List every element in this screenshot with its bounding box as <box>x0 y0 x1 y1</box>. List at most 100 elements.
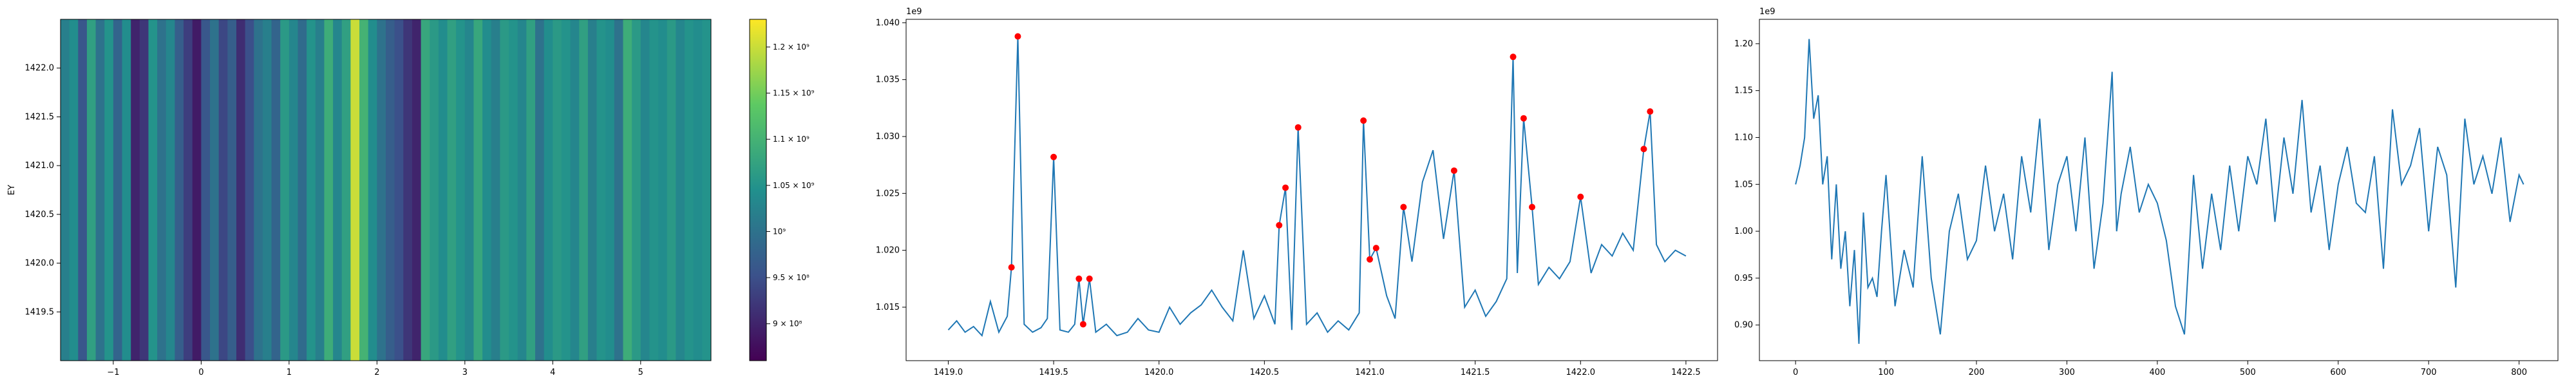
series-y-ticks: 0.90 0.95 1.00 1.05 1.10 1.15 1.20 <box>1734 39 1759 330</box>
series-x-tick-label: 100 <box>1878 368 1894 377</box>
heatmap-y-tick-label: 1421.0 <box>25 161 55 171</box>
colorbar-frame <box>749 19 767 361</box>
heatmap-column <box>350 19 360 361</box>
series-x-tick-label: 600 <box>2330 368 2346 377</box>
heatmap-column <box>632 19 641 361</box>
peaks-x-tick-label: 1422.5 <box>1671 368 1701 377</box>
heatmap-column <box>526 19 536 361</box>
peak-marker <box>1014 33 1021 40</box>
heatmap-y-ticks: 1419.5 1420.0 1420.5 1421.0 1421.5 1422.0 <box>25 64 61 317</box>
peak-marker <box>1008 264 1015 271</box>
colorbar-tick-label: 1.15 × 10⁹ <box>773 89 815 98</box>
heatmap-column <box>605 19 615 361</box>
series-x-tick-label: 800 <box>2511 368 2527 377</box>
heatmap-column <box>535 19 545 361</box>
heatmap-column <box>113 19 123 361</box>
peaks-y-tick-label: 1.035 <box>876 75 900 85</box>
peaks-y-tick-label: 1.040 <box>876 18 900 28</box>
heatmap-column <box>377 19 386 361</box>
heatmap-column <box>587 19 598 361</box>
heatmap-panel: −1 0 1 2 3 4 5 1419.51420.01420.51421.01421.51… <box>7 19 712 377</box>
colorbar-ticks: 9 × 10⁸ 9.5 × 10⁸ 10⁹ 1.05 × 10⁹ 1.1 × 10⁹ 1.… <box>766 43 815 328</box>
heatmap-column <box>218 19 228 361</box>
heatmap-column <box>368 19 377 361</box>
heatmap-column <box>473 19 483 361</box>
heatmap-cells <box>61 19 711 361</box>
heatmap-y-axis-label: EY <box>7 185 17 195</box>
heatmap-column <box>69 19 79 361</box>
peaks-y-tick-label: 1.025 <box>876 189 900 198</box>
peak-marker <box>1450 167 1457 174</box>
colorbar-tick-label: 1.2 × 10⁹ <box>773 43 810 52</box>
heatmap-column <box>262 19 272 361</box>
heatmap-column <box>192 19 202 361</box>
heatmap-column <box>184 19 193 361</box>
series-y-tick-label: 1.05 <box>1734 180 1753 189</box>
heatmap-column <box>333 19 343 361</box>
peak-marker <box>1360 117 1367 124</box>
heatmap-column <box>517 19 527 361</box>
peak-marker <box>1086 275 1093 282</box>
heatmap-column <box>614 19 624 361</box>
heatmap-column <box>359 19 369 361</box>
index-series-line <box>1795 39 2524 344</box>
colorbar-tick-label: 1.1 × 10⁹ <box>773 135 810 144</box>
heatmap-column <box>561 19 571 361</box>
colorbar: 9 × 10⁸ 9.5 × 10⁸ 10⁹ 1.05 × 10⁹ 1.1 × 10⁹ 1.… <box>749 19 815 361</box>
heatmap-column <box>693 19 703 361</box>
heatmap-column <box>412 19 422 361</box>
heatmap-column <box>157 19 167 361</box>
peaks-x-tick-label: 1421.5 <box>1461 368 1490 377</box>
peak-markers <box>1008 33 1654 328</box>
heatmap-column <box>386 19 395 361</box>
heatmap-column <box>86 19 97 361</box>
peaks-offset-label: 1e9 <box>906 7 922 17</box>
heatmap-column <box>544 19 553 361</box>
heatmap-column <box>430 19 439 361</box>
peak-marker <box>1079 321 1086 328</box>
heatmap-column <box>307 19 316 361</box>
heatmap-column <box>491 19 501 361</box>
colorbar-tick-label: 1.05 × 10⁹ <box>773 181 815 190</box>
peaks-y-tick-label: 1.020 <box>876 246 900 256</box>
series-x-tick-label: 300 <box>2059 368 2075 377</box>
heatmap-column <box>438 19 448 361</box>
peak-marker <box>1529 204 1535 211</box>
peaks-plot-frame <box>905 19 1718 361</box>
heatmap-frame <box>60 19 712 361</box>
series-y-tick-label: 1.20 <box>1734 39 1753 49</box>
heatmap-x-tick-label: −1 <box>107 368 119 377</box>
series-y-tick-label: 1.10 <box>1734 133 1753 142</box>
peak-marker <box>1372 245 1379 252</box>
peaks-x-tick-label: 1420.5 <box>1250 368 1280 377</box>
heatmap-x-tick-label: 2 <box>374 368 379 377</box>
series-offset-label: 1e9 <box>1759 7 1776 17</box>
heatmap-column <box>421 19 430 361</box>
peak-marker <box>1276 222 1283 229</box>
peaks-line-panel: 1e9 1419.0 1419.5 1420.0 1420.5 1421.0 1421.5… <box>876 7 1718 377</box>
heatmap-x-tick-label: 4 <box>550 368 555 377</box>
heatmap-y-tick-label: 1420.5 <box>25 210 55 220</box>
peaks-y-ticks: 1.015 1.020 1.025 1.030 1.035 1.040 <box>876 18 906 312</box>
heatmap-column <box>201 19 211 361</box>
heatmap-column <box>658 19 668 361</box>
heatmap-column <box>175 19 184 361</box>
heatmap-column <box>394 19 404 361</box>
peaks-x-tick-label: 1421.0 <box>1355 368 1385 377</box>
peak-marker <box>1640 146 1647 153</box>
heatmap-column <box>210 19 220 361</box>
heatmap-column <box>640 19 650 361</box>
heatmap-column <box>298 19 307 361</box>
series-y-tick-label: 1.15 <box>1734 86 1753 96</box>
series-y-tick-label: 0.95 <box>1734 274 1753 283</box>
colorbar-gradient <box>750 19 766 361</box>
heatmap-column <box>464 19 475 361</box>
heatmap-y-tick-label: 1421.5 <box>25 112 55 122</box>
series-y-tick-label: 1.00 <box>1734 227 1753 236</box>
heatmap-column <box>500 19 509 361</box>
series-x-tick-label: 700 <box>2421 368 2437 377</box>
heatmap-column <box>131 19 140 361</box>
series-x-tick-label: 0 <box>1793 368 1798 377</box>
peak-marker <box>1520 115 1527 122</box>
peak-marker <box>1400 204 1407 211</box>
